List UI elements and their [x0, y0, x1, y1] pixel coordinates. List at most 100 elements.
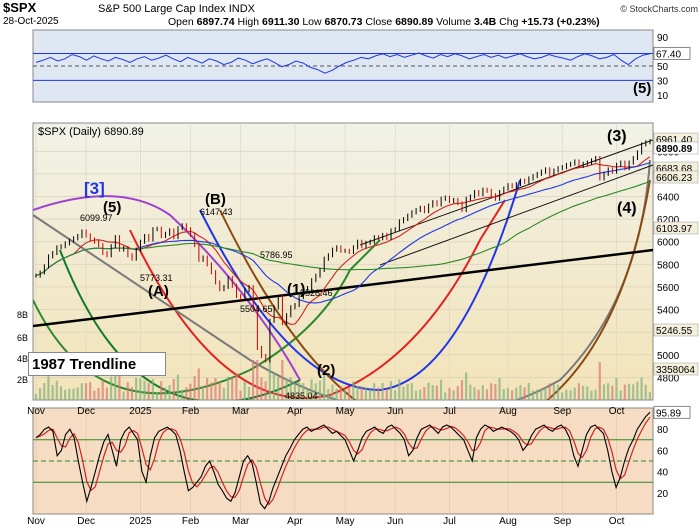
channel-lower [379, 164, 653, 266]
volume-bar [114, 375, 117, 400]
open-label: Open [168, 16, 194, 28]
volume-bar [648, 392, 651, 400]
rsi-y-tick: 20 [657, 489, 669, 500]
volume-bar [414, 390, 418, 400]
volume-bar [640, 377, 643, 400]
volume-bar [502, 389, 505, 400]
x-label-rsi: Aug [499, 516, 517, 527]
volume-bar [406, 384, 409, 400]
volume-bar [348, 387, 351, 400]
volume-bar [515, 387, 518, 400]
volume-bar [490, 383, 493, 400]
volume-bar [176, 374, 180, 400]
volume-bar [435, 385, 438, 400]
volume-bar [569, 390, 572, 400]
right-price-label: 6683.68 [656, 164, 693, 175]
wave-label-3: (3) [607, 128, 627, 145]
volume-bar [561, 392, 564, 400]
volume-bar [272, 373, 276, 400]
wave-label-2: (2) [317, 362, 335, 379]
price-y-tick: 4800 [657, 373, 680, 384]
volume-bar [352, 381, 355, 400]
volume-bar [72, 388, 75, 400]
volume-bar [68, 388, 71, 400]
volume-bar [302, 383, 305, 400]
upper-value-tag [653, 46, 691, 60]
wave-label-b: (B) [205, 191, 226, 208]
volume-bar [423, 387, 426, 400]
x-label-price: 2025 [129, 406, 152, 417]
volume-bar [243, 381, 246, 400]
rsi-current-value: 95.89 [656, 408, 681, 419]
price-y-tick: 6000 [657, 238, 680, 249]
close-label: Close [365, 16, 393, 28]
open-value: 6897.74 [196, 16, 235, 28]
volume-bar [180, 389, 184, 400]
volume-bar [402, 386, 405, 400]
volume-bar [632, 384, 635, 400]
chart-subtitle: S&P 500 Large Cap Index INDX [98, 3, 255, 15]
volume-bar [105, 387, 109, 400]
volume-bar [331, 384, 334, 400]
rsi-panel: 80 60 40 20 95.89 [32, 405, 691, 515]
volume-bar [519, 385, 522, 400]
volume-bar [510, 390, 514, 400]
volume-bar [356, 385, 359, 400]
right-price-label: 3358064 [656, 365, 695, 376]
rsi-value-tag [653, 405, 691, 419]
volume-bar [172, 379, 175, 400]
volume-bar [485, 389, 489, 400]
volume-bar [310, 379, 313, 400]
x-label-rsi: Nov [27, 516, 45, 527]
chg-value: +15.73 (+0.23%) [521, 16, 600, 28]
right-price-label: 6606.23 [656, 173, 693, 184]
volume-bar [607, 383, 610, 400]
copyright: © StockCharts.com [620, 4, 698, 14]
arc-brown [219, 179, 651, 400]
x-label-price: Dec [77, 406, 95, 417]
volume-bar [477, 389, 480, 400]
volume-bar [419, 389, 422, 400]
volume-bar [523, 387, 526, 400]
volume-label: Volume [436, 16, 472, 28]
wave-label-a: (A) [148, 283, 169, 300]
volume-bar [598, 362, 601, 400]
chart-title: $SPX [3, 0, 37, 15]
volume-bar [118, 369, 121, 400]
low-label: Low [302, 16, 322, 28]
volume-bar [84, 383, 88, 400]
volume-bar [373, 383, 376, 400]
volume-bar [226, 376, 230, 400]
volume-bar [155, 392, 159, 400]
volume-bar [494, 384, 497, 400]
left-volume-label: 2B [17, 375, 28, 385]
right-price-label: 6961.40 [656, 135, 693, 146]
right-price-tag [653, 170, 699, 184]
volume-bar [193, 376, 196, 400]
upper-oscillator-line [35, 52, 651, 74]
x-label-rsi: Dec [77, 516, 95, 527]
volume-bar [531, 390, 535, 400]
upper-y-tick: 30 [657, 76, 669, 87]
volume-bar [335, 388, 338, 400]
wave-label-5: (5) [103, 199, 121, 216]
chart-date: 28-Oct-2025 [3, 16, 59, 27]
x-label-price: Sep [553, 406, 571, 417]
volume-bar [473, 387, 476, 400]
rsi-y-tick: 40 [657, 468, 669, 479]
price-label-5786: 5786.95 [260, 250, 293, 260]
arc-blue [199, 179, 521, 392]
price-label-6147: 6147.43 [200, 207, 233, 217]
volume-bar [151, 379, 154, 400]
volume-bar [97, 388, 100, 400]
arc-darkgreen [59, 249, 301, 400]
volume-bar [101, 380, 104, 400]
upper-y-tick: 50 [657, 62, 669, 73]
volume-bar [80, 383, 83, 400]
volume-bar [611, 385, 614, 400]
volume-bar [130, 387, 134, 400]
volume-bar [214, 378, 217, 400]
volume-bar [185, 387, 188, 400]
arc-red [129, 199, 506, 399]
